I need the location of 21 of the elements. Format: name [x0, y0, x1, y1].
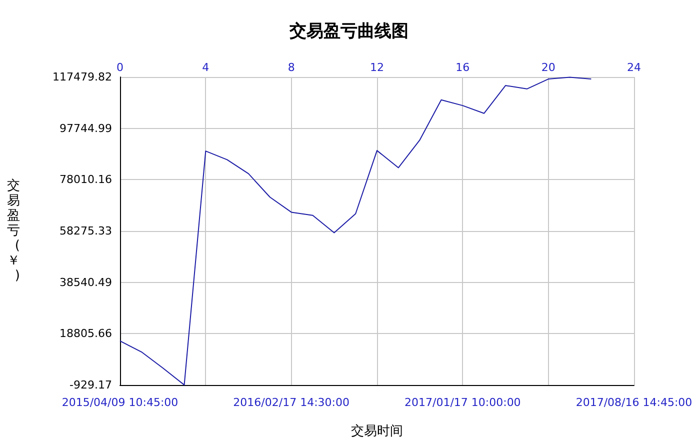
y-tick-label: 58275.33 — [60, 224, 112, 238]
chart-title: 交易盈亏曲线图 — [288, 22, 408, 42]
y-tick-label: 117479.82 — [52, 70, 112, 84]
y-tick-label: -929.17 — [70, 378, 112, 392]
x2-tick-label: 12 — [370, 61, 384, 74]
x-tick-label: 2017/08/16 14:45:00 — [576, 396, 692, 409]
x2-tick-label: 4 — [202, 61, 210, 74]
y-tick-label: 97744.99 — [60, 122, 112, 135]
x-tick-label: 2017/01/17 10:00:00 — [404, 396, 521, 409]
y-tick-label: 78010.16 — [60, 173, 112, 186]
x2-tick-label: 24 — [627, 61, 641, 74]
y-axis-title: 交易盈亏(￥) — [7, 178, 20, 284]
x-axis-title: 交易时间 — [351, 423, 403, 439]
y-tick-label: 18805.66 — [60, 327, 112, 340]
x2-tick-label: 8 — [288, 61, 295, 74]
x2-tick-label: 0 — [116, 61, 124, 74]
x-tick-label: 2016/02/17 14:30:00 — [233, 396, 350, 409]
y-tick-label: 38540.49 — [60, 276, 112, 289]
x2-tick-label: 20 — [541, 61, 556, 74]
x-tick-label: 2015/04/09 10:45:00 — [62, 396, 178, 409]
x2-tick-label: 16 — [456, 61, 470, 74]
